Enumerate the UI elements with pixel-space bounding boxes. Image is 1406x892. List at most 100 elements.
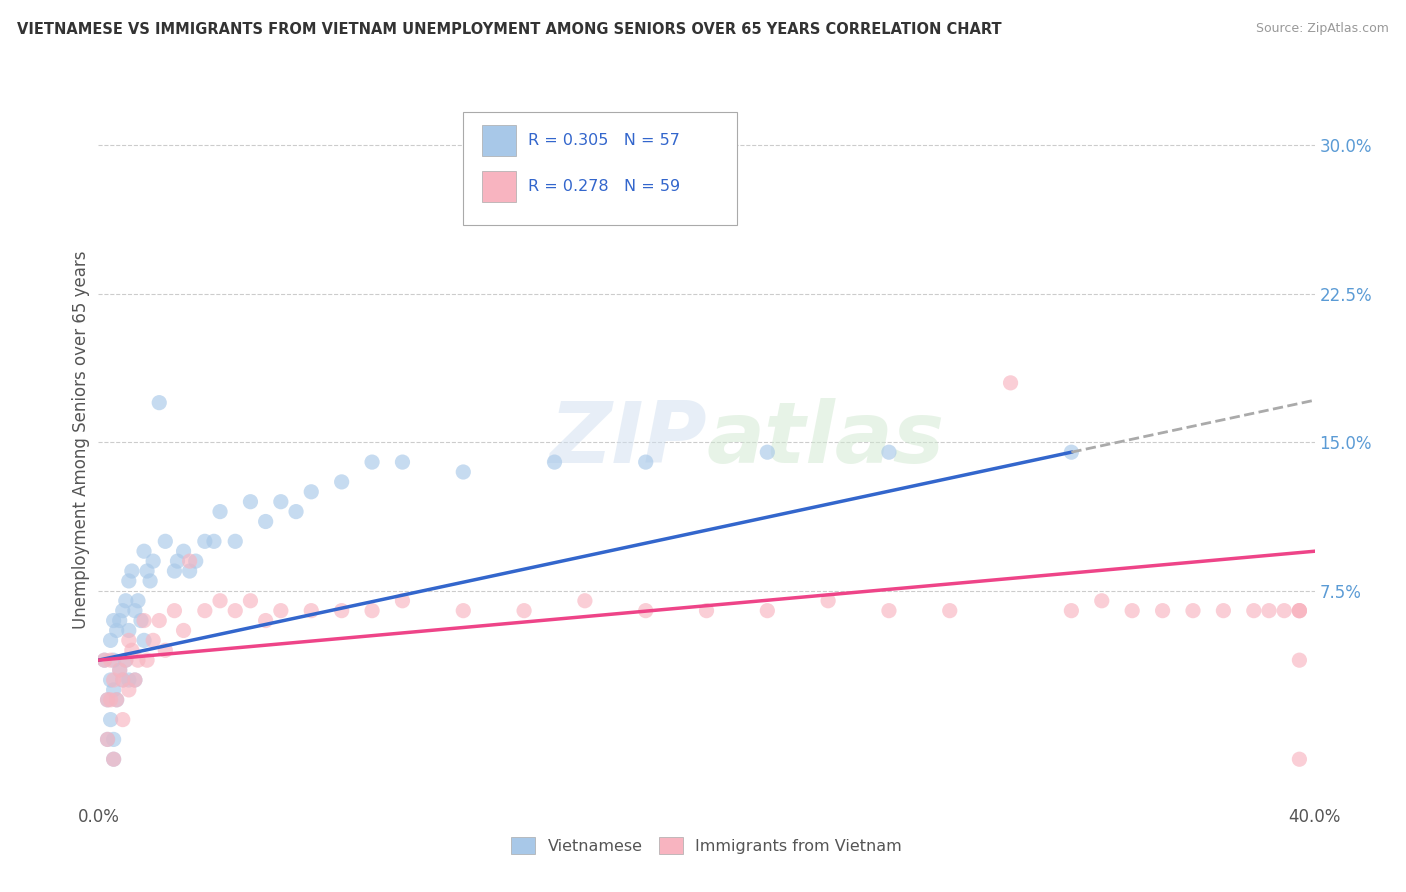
Point [1243,604,1265,618]
Point [103,614,125,628]
Point [209,593,232,607]
Point [148,614,170,628]
Point [361,455,384,469]
Point [453,604,475,618]
Text: Source: ZipAtlas.com: Source: ZipAtlas.com [1256,22,1389,36]
Point [1288,752,1310,766]
Point [111,673,134,687]
Point [121,643,143,657]
Point [1060,604,1083,618]
Point [817,593,839,607]
Point [224,534,246,549]
Bar [481,125,516,156]
Point [179,564,201,578]
Point [155,643,177,657]
Legend: Vietnamese, Immigrants from Vietnam: Vietnamese, Immigrants from Vietnam [505,830,908,860]
Point [239,494,262,508]
Point [114,653,136,667]
Point [100,713,122,727]
Point [166,554,188,568]
Point [124,604,146,618]
Point [202,534,225,549]
Point [127,593,149,607]
Point [173,624,195,638]
Point [939,604,962,618]
Point [132,614,155,628]
Y-axis label: Unemployment Among Seniors over 65 years: Unemployment Among Seniors over 65 years [72,250,90,629]
Point [1272,604,1295,618]
Point [100,633,122,648]
FancyBboxPatch shape [464,112,737,225]
Point [100,673,122,687]
Point [103,673,125,687]
Point [1288,604,1310,618]
Point [634,455,657,469]
Point [299,484,322,499]
Point [391,593,413,607]
Point [756,604,779,618]
Point [93,653,115,667]
Point [173,544,195,558]
Point [103,682,125,697]
Point [96,732,118,747]
Text: atlas: atlas [707,398,945,481]
Point [96,732,118,747]
Point [877,445,900,459]
Point [254,515,277,529]
Point [155,534,177,549]
Point [1182,604,1205,618]
Point [114,593,136,607]
Point [142,554,165,568]
Point [108,663,131,677]
Point [142,633,165,648]
Point [330,475,353,489]
Point [453,465,475,479]
Point [111,604,134,618]
Point [121,564,143,578]
Point [756,445,779,459]
Point [100,653,122,667]
Point [194,534,217,549]
Point [105,693,128,707]
Point [103,653,125,667]
Point [543,455,565,469]
Point [108,614,131,628]
Point [103,732,125,747]
Text: ZIP: ZIP [548,398,707,481]
Point [163,564,186,578]
Point [254,614,277,628]
Point [194,604,217,618]
Point [1288,604,1310,618]
Point [118,633,141,648]
Point [1258,604,1281,618]
Point [118,682,141,697]
Point [111,713,134,727]
Point [696,604,718,618]
Point [136,564,159,578]
Point [163,604,186,618]
Point [127,653,149,667]
Point [136,653,159,667]
Point [634,604,657,618]
Point [96,693,118,707]
Point [1288,604,1310,618]
Point [391,455,413,469]
Point [100,693,122,707]
Point [270,494,292,508]
Point [108,663,131,677]
Point [1091,593,1114,607]
Point [148,395,170,409]
Point [129,614,152,628]
Point [361,604,384,618]
Text: VIETNAMESE VS IMMIGRANTS FROM VIETNAM UNEMPLOYMENT AMONG SENIORS OVER 65 YEARS C: VIETNAMESE VS IMMIGRANTS FROM VIETNAM UN… [17,22,1001,37]
Point [1000,376,1022,390]
Point [184,554,207,568]
Point [118,673,141,687]
Point [270,604,292,618]
Point [1212,604,1234,618]
Text: R = 0.278   N = 59: R = 0.278 N = 59 [527,178,681,194]
Point [1060,445,1083,459]
Point [179,554,201,568]
Point [93,653,115,667]
Point [105,693,128,707]
